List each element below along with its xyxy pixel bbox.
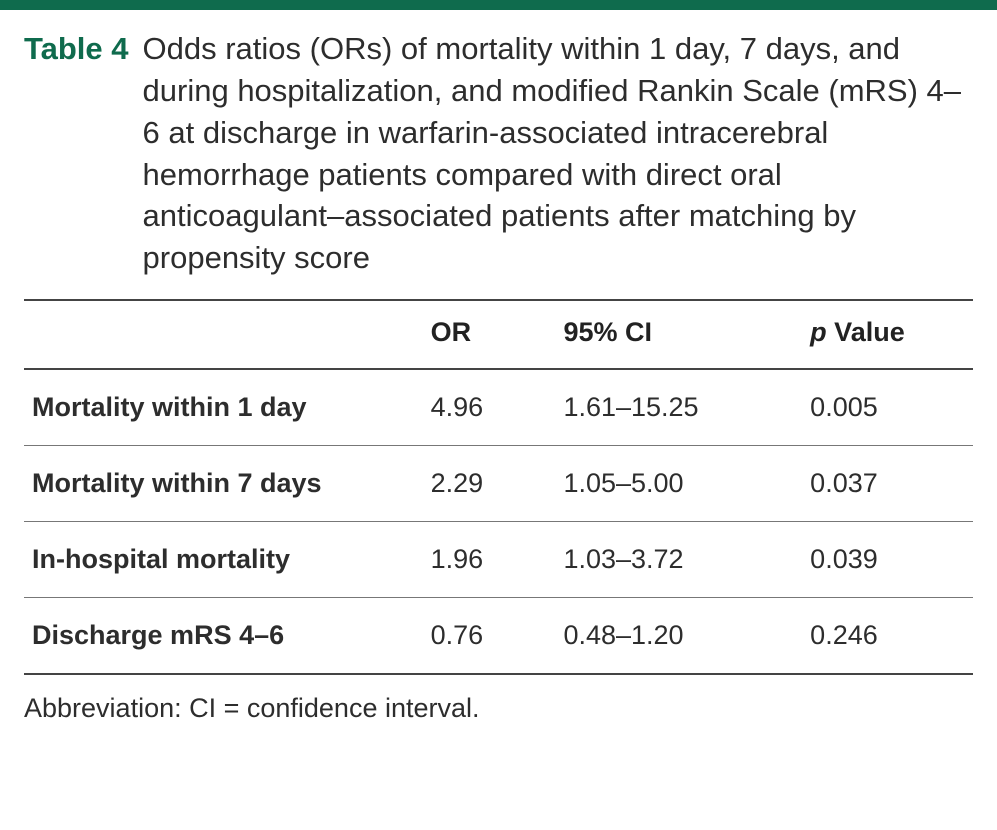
- cell-ci: 0.48–1.20: [555, 598, 802, 675]
- table-row: In-hospital mortality 1.96 1.03–3.72 0.0…: [24, 522, 973, 598]
- col-header-label: [24, 300, 423, 369]
- cell-ci: 1.05–5.00: [555, 446, 802, 522]
- cell-ci: 1.61–15.25: [555, 369, 802, 446]
- odds-ratio-table: OR 95% CI p Value Mortality within 1 day…: [24, 299, 973, 675]
- page: Table 4 Odds ratios (ORs) of mortality w…: [0, 0, 997, 734]
- row-label: Discharge mRS 4–6: [24, 598, 423, 675]
- row-label: Mortality within 1 day: [24, 369, 423, 446]
- table-number: Table 4: [24, 28, 129, 70]
- top-rule: [0, 0, 997, 10]
- cell-or: 1.96: [423, 522, 556, 598]
- cell-p: 0.039: [802, 522, 973, 598]
- table-caption: Odds ratios (ORs) of mortality within 1 …: [143, 28, 973, 279]
- cell-or: 0.76: [423, 598, 556, 675]
- cell-p: 0.246: [802, 598, 973, 675]
- col-header-p: p Value: [802, 300, 973, 369]
- row-label: Mortality within 7 days: [24, 446, 423, 522]
- col-header-ci: 95% CI: [555, 300, 802, 369]
- table-title-row: Table 4 Odds ratios (ORs) of mortality w…: [24, 28, 973, 279]
- cell-or: 4.96: [423, 369, 556, 446]
- table-header-row: OR 95% CI p Value: [24, 300, 973, 369]
- cell-ci: 1.03–3.72: [555, 522, 802, 598]
- table-row: Mortality within 7 days 2.29 1.05–5.00 0…: [24, 446, 973, 522]
- table-row: Mortality within 1 day 4.96 1.61–15.25 0…: [24, 369, 973, 446]
- cell-p: 0.037: [802, 446, 973, 522]
- cell-or: 2.29: [423, 446, 556, 522]
- row-label: In-hospital mortality: [24, 522, 423, 598]
- table-footnote: Abbreviation: CI = confidence interval.: [24, 675, 973, 724]
- col-header-or: OR: [423, 300, 556, 369]
- table-row: Discharge mRS 4–6 0.76 0.48–1.20 0.246: [24, 598, 973, 675]
- cell-p: 0.005: [802, 369, 973, 446]
